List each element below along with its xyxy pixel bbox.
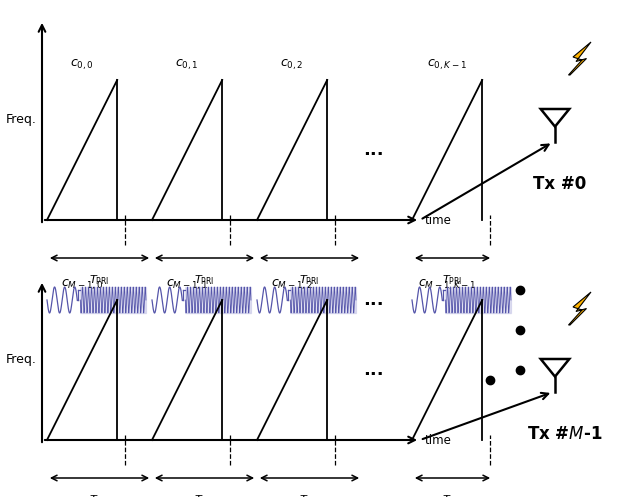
Text: Freq.: Freq. (6, 353, 37, 366)
Polygon shape (568, 42, 591, 75)
Polygon shape (568, 292, 591, 325)
Text: $T_{\mathrm{PRI}}$: $T_{\mathrm{PRI}}$ (195, 273, 214, 287)
Text: ...: ... (363, 361, 384, 379)
Text: $c_{0,2}$: $c_{0,2}$ (280, 58, 304, 72)
Text: time: time (425, 214, 452, 227)
Text: $c_{0,K-1}$: $c_{0,K-1}$ (427, 58, 467, 72)
Text: ...: ... (363, 141, 384, 159)
Text: $T_{\mathrm{PRI}}$: $T_{\mathrm{PRI}}$ (442, 273, 463, 287)
Text: time: time (425, 433, 452, 446)
Text: $T_{\mathrm{PRI}}$: $T_{\mathrm{PRI}}$ (195, 493, 214, 497)
Polygon shape (541, 359, 570, 377)
Text: $T_{\mathrm{PRI}}$: $T_{\mathrm{PRI}}$ (90, 493, 109, 497)
Text: $T_{\mathrm{PRI}}$: $T_{\mathrm{PRI}}$ (442, 493, 463, 497)
Text: Freq.: Freq. (6, 113, 37, 127)
Text: $T_{\mathrm{PRI}}$: $T_{\mathrm{PRI}}$ (90, 273, 109, 287)
Text: Tx #0: Tx #0 (533, 175, 587, 193)
Text: $c_{M-1,K-1}$: $c_{M-1,K-1}$ (418, 278, 476, 292)
Text: $c_{M-1,2}$: $c_{M-1,2}$ (271, 278, 313, 292)
Polygon shape (541, 109, 570, 127)
Text: $T_{\mathrm{PRI}}$: $T_{\mathrm{PRI}}$ (300, 273, 320, 287)
Text: $T_{\mathrm{PRI}}$: $T_{\mathrm{PRI}}$ (300, 493, 320, 497)
Text: $c_{0,1}$: $c_{0,1}$ (175, 58, 199, 72)
Text: $c_{M-1,0}$: $c_{M-1,0}$ (61, 278, 103, 292)
Text: $c_{M-1,1}$: $c_{M-1,1}$ (166, 278, 208, 292)
Text: $c_{0,0}$: $c_{0,0}$ (70, 58, 94, 72)
Text: ...: ... (363, 291, 384, 309)
Text: Tx #$M$-1: Tx #$M$-1 (527, 425, 603, 443)
